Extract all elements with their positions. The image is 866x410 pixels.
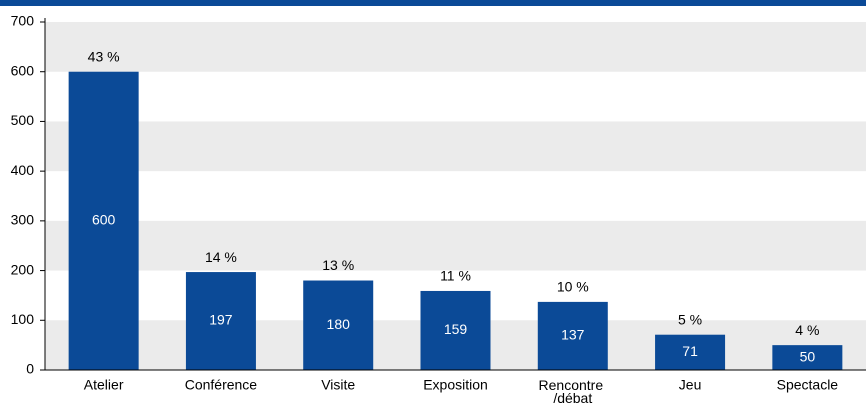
bar — [537, 301, 608, 370]
y-tick-label: 200 — [11, 261, 35, 277]
y-tick-label: 700 — [11, 13, 35, 29]
share-label: 43 % — [88, 48, 120, 64]
bar — [655, 334, 726, 370]
top-band — [0, 0, 866, 6]
share-label: 10 % — [557, 279, 589, 295]
y-tick-label: 600 — [11, 62, 35, 78]
bar — [185, 272, 256, 370]
share-label: 5 % — [678, 311, 702, 327]
value-label: 180 — [327, 316, 351, 332]
x-tick-label: Atelier — [84, 377, 124, 393]
x-tick-label: Visite — [321, 377, 355, 393]
y-tick-label: 500 — [11, 112, 35, 128]
bar — [68, 71, 139, 370]
value-label: 50 — [800, 348, 816, 364]
value-label: 197 — [209, 312, 233, 328]
y-tick-label: 0 — [26, 361, 34, 377]
grid-band — [45, 220, 866, 271]
grid-band — [45, 121, 866, 172]
value-label: 137 — [561, 327, 585, 343]
x-tick-label-line: /débat — [553, 390, 592, 406]
value-label: 71 — [682, 343, 698, 359]
grid-band — [45, 22, 866, 72]
share-label: 11 % — [440, 268, 471, 284]
bar — [420, 290, 491, 370]
x-tick-label: Rencontre /débat — [539, 377, 607, 406]
y-tick-label: 100 — [11, 311, 35, 327]
share-label: 13 % — [322, 257, 354, 273]
x-tick-label: Spectacle — [777, 377, 839, 393]
x-tick-label: Conférence — [185, 377, 258, 393]
share-label: 4 % — [795, 322, 819, 338]
x-tick-label: Jeu — [679, 377, 702, 393]
bar — [772, 345, 843, 370]
x-tick-label-line: Rencontre — [539, 377, 607, 393]
bar — [303, 280, 374, 370]
value-label: 600 — [92, 212, 116, 228]
value-label: 159 — [444, 321, 468, 337]
share-label: 14 % — [205, 249, 237, 265]
y-tick-label: 400 — [11, 162, 35, 178]
x-tick-label: Exposition — [423, 377, 488, 393]
y-tick-label: 300 — [11, 212, 35, 228]
